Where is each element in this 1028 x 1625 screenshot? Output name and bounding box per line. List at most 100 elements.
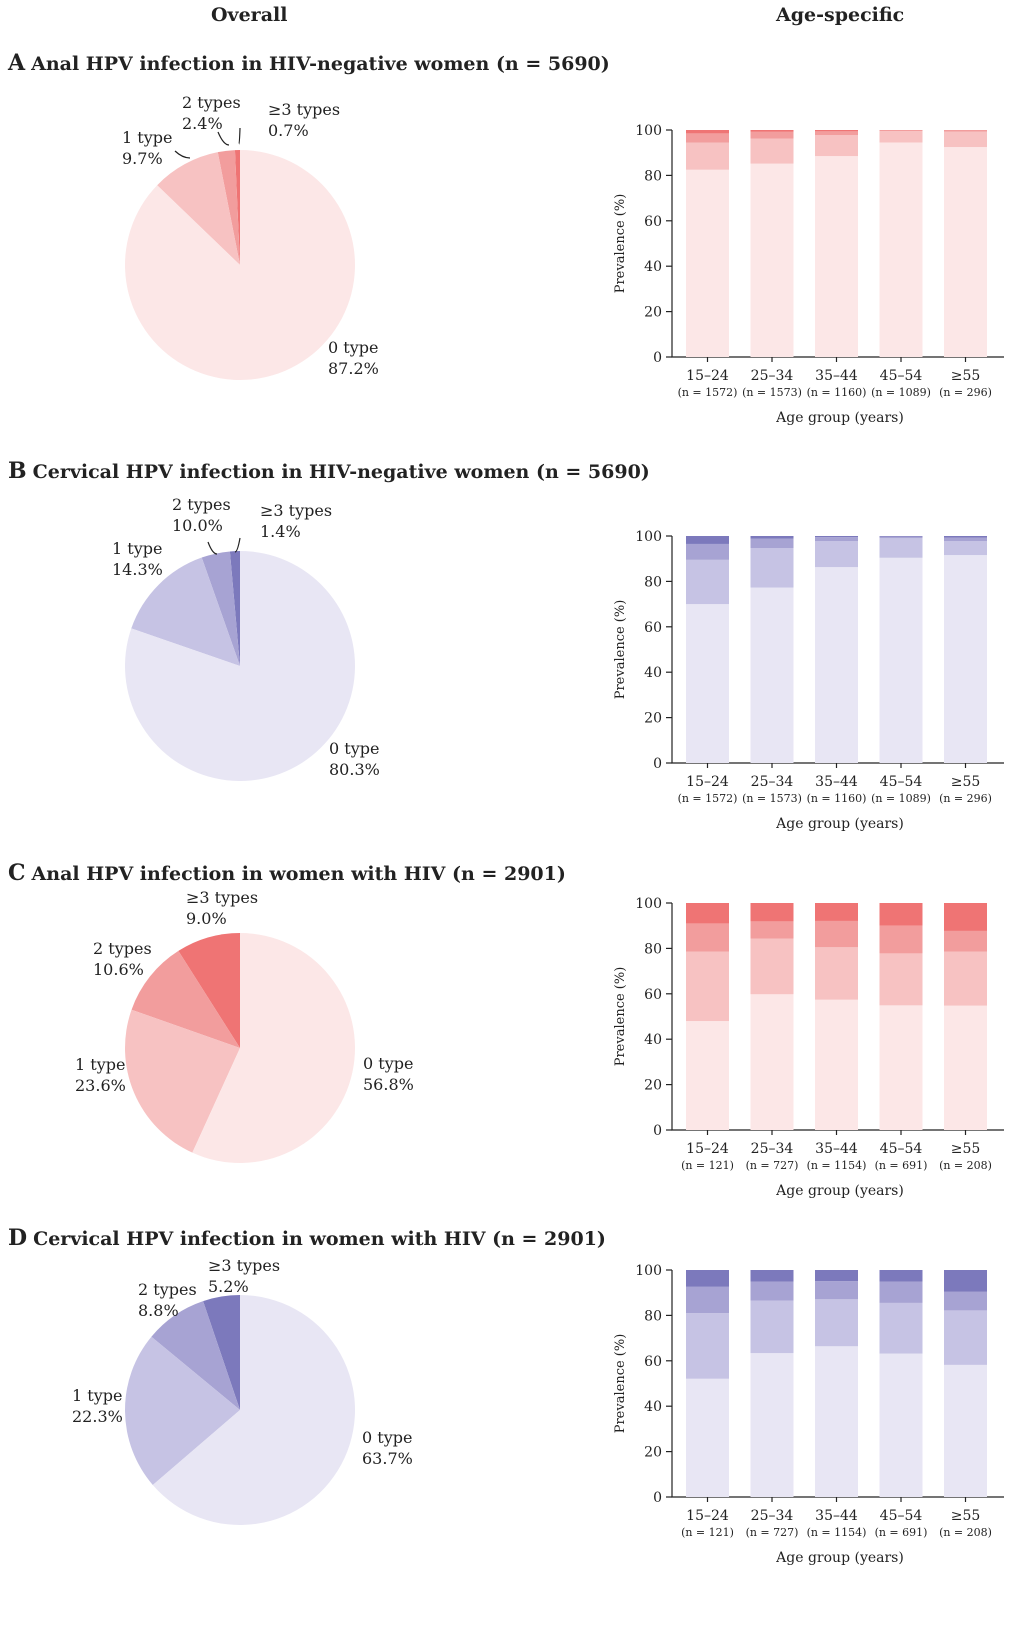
pie-slice-2 [217,150,240,265]
x-axis-label: Age group (years) [775,1183,904,1199]
bar-segment [686,903,729,924]
pie-slice-2 [201,551,240,666]
pie-slice-label: 1 type [72,1386,122,1405]
bar-segment [944,536,987,538]
pie-slice-1 [131,557,240,666]
y-tick-label: 60 [644,1354,662,1370]
bar-segment [750,1300,794,1354]
bar-segment [750,587,794,763]
pie-slice-value-label: 8.8% [138,1301,179,1320]
bar-segment [879,1302,923,1354]
bar-segment [879,538,923,558]
panel-title-text: Anal HPV infection in HIV-negative women… [31,53,610,75]
panel-title: C Anal HPV infection in women with HIV (n… [8,860,566,886]
bar-segment [686,1021,729,1130]
y-tick-label: 0 [653,1123,662,1139]
x-tick-label: 35–44 [815,368,858,384]
y-tick-label: 100 [635,529,662,545]
pie-slice-0 [192,933,355,1163]
bar-segment [879,903,923,926]
x-tick-sample-size: (n = 1089) [871,792,931,805]
x-tick-sample-size: (n = 691) [875,1526,928,1539]
x-axis-label: Age group (years) [775,410,904,426]
x-tick-sample-size: (n = 1572) [678,792,738,805]
x-tick-sample-size: (n = 296) [939,386,992,399]
panel-title-text: Cervical HPV infection in women with HIV… [33,1228,606,1250]
pie-leader-line [174,150,191,159]
pie-leader-line [207,541,218,555]
pie-slice-2 [151,1301,240,1410]
bar-segment [750,130,794,132]
pie-slice-3 [178,933,240,1048]
pie-leader-line [234,537,241,553]
bar-segment [944,130,987,132]
x-tick-label: ≥55 [951,368,981,384]
bar-segment [686,923,729,952]
bar-segment [815,131,858,135]
bar-segment [686,1270,729,1287]
bar-segment [750,163,794,357]
y-tick-label: 0 [653,1490,662,1506]
bar-segment [879,142,923,357]
y-tick-label: 80 [644,574,662,590]
pie-slice-0 [124,150,355,380]
bar-segment [879,131,923,143]
x-axis-label: Age group (years) [775,816,904,832]
bar-segment [879,536,923,537]
bar-segment [750,538,794,549]
y-tick-label: 20 [644,1445,662,1461]
x-tick-label: ≥55 [951,1508,981,1524]
age-specific-column-header: Age-specific [776,4,905,26]
y-tick-label: 20 [644,305,662,321]
pie-slice-label: ≥3 types [186,888,258,907]
pie-slice-label: 1 type [122,128,172,147]
pie-slice-value-label: 10.0% [172,516,223,535]
x-tick-label: ≥55 [951,1141,981,1157]
bar-segment [750,1281,794,1301]
panel-title: D Cervical HPV infection in women with HI… [8,1225,606,1251]
bar-segment [944,903,987,931]
y-tick-label: 40 [644,259,662,275]
panel-title: A Anal HPV infection in HIV-negative wome… [8,50,610,76]
pie-slice-3 [234,150,240,265]
bar-segment [750,994,794,1130]
bar-segment [750,131,794,139]
x-tick-label: 35–44 [815,1141,858,1157]
y-axis-label: Prevalence (%) [613,1334,628,1434]
x-tick-label: 25–34 [751,1508,794,1524]
panel-letter: C [8,860,26,886]
bar-segment [686,951,729,1022]
pie-slice-label: ≥3 types [208,1256,280,1275]
bar-segment [686,543,729,560]
x-tick-label: 35–44 [815,1508,858,1524]
bar-segment [815,540,858,568]
bar-segment [879,925,923,954]
pie-slice-value-label: 14.3% [112,560,163,579]
bar-segment [879,536,923,539]
y-tick-label: 100 [635,123,662,139]
panel-charts: 0 type 80.3% 1 type 14.3% 2 types 10.0% ≥3 typ… [112,495,1004,832]
y-tick-label: 0 [653,350,662,366]
pie-leader-line [217,131,230,146]
bar-segment [815,1281,858,1300]
bar-segment [686,559,729,605]
pie-slice-0 [152,1295,355,1525]
bar-segment [944,555,987,763]
pie-slice-label: 1 type [75,1055,125,1074]
panel-c: C Anal HPV infection in women with HIV (n… [0,860,1028,1260]
x-tick-label: 45–54 [880,368,923,384]
pie-slice-value-label: 56.8% [363,1075,414,1094]
x-tick-sample-size: (n = 1572) [678,386,738,399]
bar-segment [815,130,858,132]
pie-slice-0 [125,551,355,781]
x-tick-label: 45–54 [880,1508,923,1524]
panel-title-text: Cervical HPV infection in HIV-negative w… [32,461,650,483]
bar-segment [686,1286,729,1314]
x-tick-sample-size: (n = 208) [939,1159,992,1172]
panel-a: A Anal HPV infection in HIV-negative wome… [0,50,1028,450]
pie-slice-3 [203,1295,240,1410]
pie-slice-label: 0 type [363,1054,413,1073]
bar-segment [815,1346,858,1497]
pie-slice-value-label: 80.3% [329,760,380,779]
bar-segment [750,138,794,164]
